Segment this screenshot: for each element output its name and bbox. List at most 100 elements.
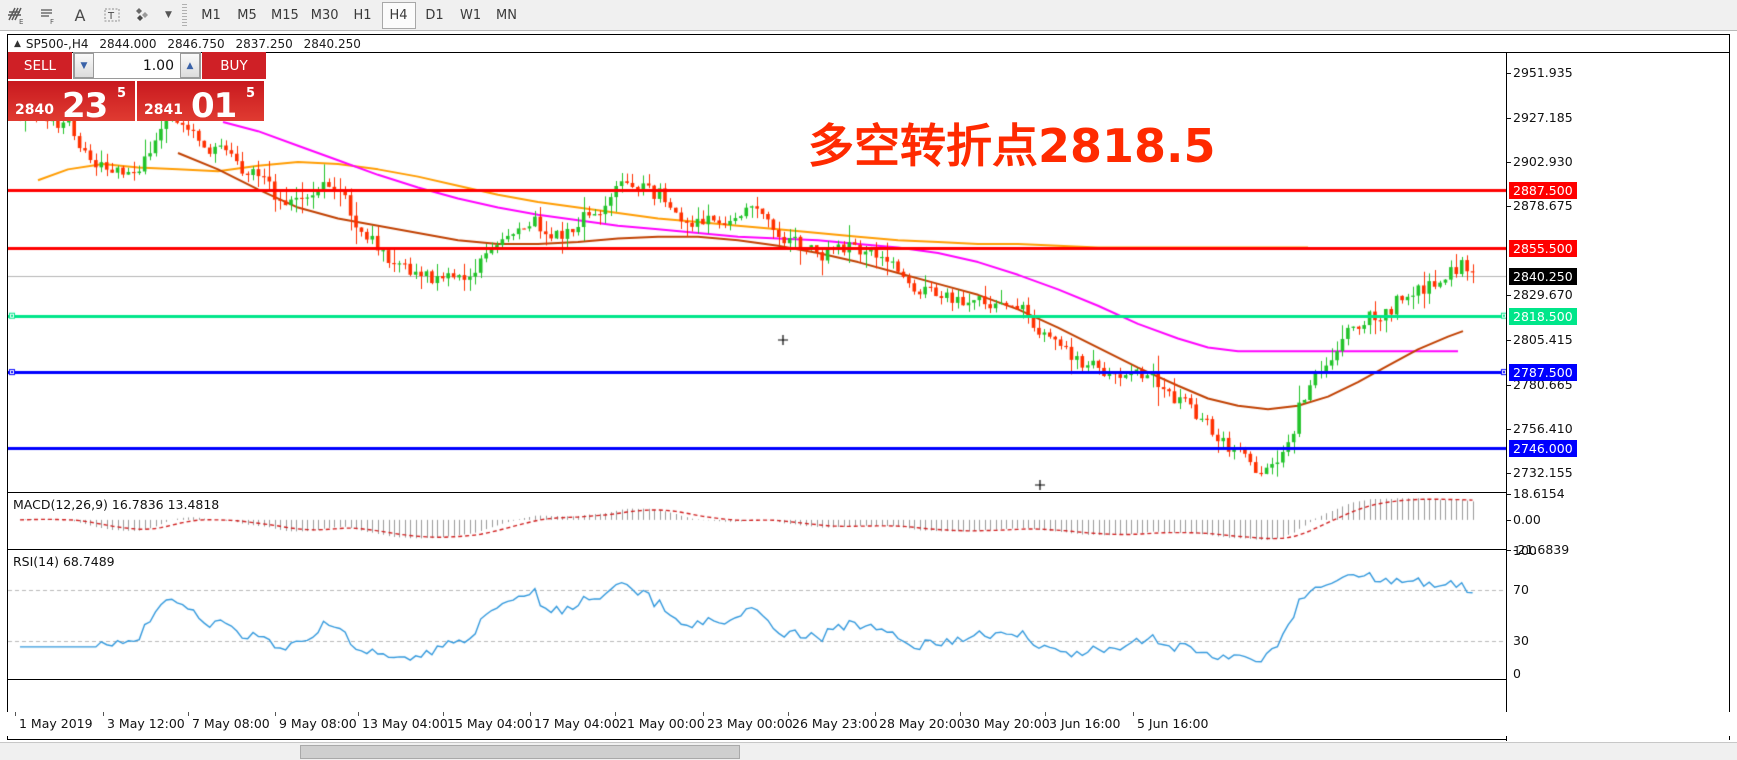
volume-decrease-icon[interactable]: ▼	[74, 53, 94, 78]
ohlc-high: 2846.750	[167, 36, 225, 51]
indicators-icon[interactable]: E	[0, 1, 32, 30]
rsi-tick-label: 30	[1513, 633, 1529, 649]
objects-icon[interactable]	[128, 1, 160, 30]
price-tick-label: 2829.670	[1513, 287, 1573, 303]
time-tick-label: 13 May 04:00	[362, 716, 448, 731]
templates-glyph: F	[41, 9, 54, 25]
indicators-glyph: E	[8, 7, 23, 25]
chart-annotation-text: 多空转折点2818.5	[808, 119, 1216, 173]
macd-tick-label: 18.6154	[1513, 486, 1565, 501]
price-scale[interactable]: 2951.935 2927.185 2902.930 2878.675 2829.670…	[1506, 53, 1729, 741]
volume-value[interactable]: 1.00	[142, 57, 174, 74]
rsi-caption: RSI(14) 68.7489	[13, 554, 115, 569]
timeframe-label: M30	[310, 7, 339, 23]
timeframe-label: M5	[237, 7, 257, 23]
symbol-info-bar: ▲ SP500-,H4 2844.000 2846.750 2837.250 2…	[8, 35, 1729, 53]
timeframe-h1[interactable]: H1	[346, 2, 380, 29]
price-level-tag[interactable]: 2787.500	[1509, 364, 1577, 382]
rsi-tick-label: 70	[1513, 581, 1529, 597]
timeframe-m15[interactable]: M15	[266, 2, 304, 29]
svg-text:E: E	[19, 18, 23, 25]
time-tick	[103, 712, 104, 716]
timeframe-label: M1	[201, 7, 221, 23]
time-tick	[15, 712, 16, 716]
time-tick	[1045, 712, 1046, 716]
macd-tick	[1507, 494, 1511, 495]
templates-icon[interactable]: F	[32, 1, 64, 30]
price-tick-label: 2927.185	[1513, 110, 1573, 126]
price-tick	[1507, 339, 1511, 341]
price-tick-label: 2902.930	[1513, 154, 1573, 170]
horizontal-scrollbar[interactable]	[0, 742, 1737, 760]
sell-price-quote[interactable]: 2840 23 5	[8, 81, 135, 121]
price-tick-label: 2805.415	[1513, 331, 1573, 347]
timeframe-d1[interactable]: D1	[418, 2, 452, 29]
price-tick	[1507, 206, 1511, 208]
time-tick-label: 23 May 00:00	[707, 716, 793, 731]
sell-price-sup: 5	[116, 86, 126, 101]
timeframe-mn[interactable]: MN	[490, 2, 524, 29]
time-tick-label: 28 May 20:00	[879, 716, 965, 731]
rsi-pane[interactable]	[8, 551, 1729, 680]
buy-price-sup: 5	[245, 86, 255, 101]
objects-glyph	[136, 8, 148, 21]
buy-price-quote[interactable]: 2841 01 5	[137, 81, 264, 121]
timeframe-m30[interactable]: M30	[306, 2, 344, 29]
toolbar-separator	[180, 4, 189, 26]
macd-tick	[1507, 550, 1511, 551]
timeframe-m5[interactable]: M5	[230, 2, 264, 29]
timeframe-m1[interactable]: M1	[194, 2, 228, 29]
time-tick-label: 9 May 08:00	[279, 716, 357, 731]
time-tick-label: 5 Jun 16:00	[1137, 716, 1209, 731]
price-tick-label: 2951.935	[1513, 65, 1573, 81]
text-tool-icon[interactable]: A	[74, 5, 86, 25]
text-label-icon[interactable]: T	[96, 1, 128, 30]
collapse-triangle-icon[interactable]: ▲	[14, 38, 21, 49]
price-tick	[1507, 295, 1511, 297]
time-scale[interactable]: 1 May 2019 3 May 12:00 7 May 08:00 9 May 08…	[7, 712, 1730, 736]
timeframe-label: D1	[425, 7, 444, 23]
sell-button[interactable]: SELL	[8, 52, 72, 79]
price-tick-label: 2878.675	[1513, 198, 1573, 214]
time-tick-label: 7 May 08:00	[192, 716, 270, 731]
plot-area[interactable]: MACD(12,26,9) 16.7836 13.4818 RSI(14) 68…	[8, 53, 1729, 741]
price-level-tag[interactable]: 2887.500	[1509, 182, 1577, 200]
price-level-tag[interactable]: 2855.500	[1509, 240, 1577, 258]
price-tick	[1507, 428, 1511, 430]
price-candlestick-canvas	[8, 53, 1508, 493]
rsi-tick-label: 0	[1513, 666, 1521, 681]
buy-price-head: 2841	[144, 102, 183, 118]
sell-price-head: 2840	[15, 102, 54, 118]
time-tick-label: 15 May 04:00	[447, 716, 533, 731]
volume-increase-icon[interactable]: ▲	[180, 53, 200, 78]
ohlc-low: 2837.250	[235, 36, 293, 51]
objects-dropdown-icon[interactable]: ▼	[165, 10, 172, 20]
volume-input[interactable]: ▼ 1.00 ▲	[73, 52, 201, 79]
price-tick	[1507, 472, 1511, 474]
time-tick	[960, 712, 961, 716]
time-tick	[1133, 712, 1134, 716]
timeframe-w1[interactable]: W1	[454, 2, 488, 29]
time-tick	[788, 712, 789, 716]
buy-button[interactable]: BUY	[202, 52, 266, 79]
buy-price-big: 01	[191, 86, 237, 121]
macd-caption: MACD(12,26,9) 16.7836 13.4818	[13, 497, 220, 512]
one-click-trading-panel[interactable]: SELL ▼ 1.00 ▲ BUY 2840 23 5 2841 01 5	[8, 52, 266, 121]
price-pane[interactable]	[8, 53, 1729, 493]
text-label-glyph: T	[104, 8, 120, 22]
price-tick-label: 2756.410	[1513, 420, 1573, 436]
ohlc-open: 2844.000	[99, 36, 157, 51]
time-tick-label: 1 May 2019	[19, 716, 93, 731]
price-level-tag[interactable]: 2746.000	[1509, 439, 1577, 457]
time-tick	[275, 712, 276, 716]
macd-tick	[1507, 519, 1511, 521]
timeframe-label: H4	[389, 7, 408, 23]
macd-pane[interactable]	[8, 494, 1729, 550]
timeframe-h4[interactable]: H4	[381, 1, 416, 29]
time-tick-label: 3 May 12:00	[107, 716, 185, 731]
time-tick-label: 26 May 23:00	[792, 716, 878, 731]
scrollbar-thumb[interactable]	[300, 745, 740, 759]
rsi-canvas	[8, 551, 1508, 680]
macd-canvas	[8, 494, 1508, 550]
price-level-tag[interactable]: 2818.500	[1509, 307, 1577, 325]
